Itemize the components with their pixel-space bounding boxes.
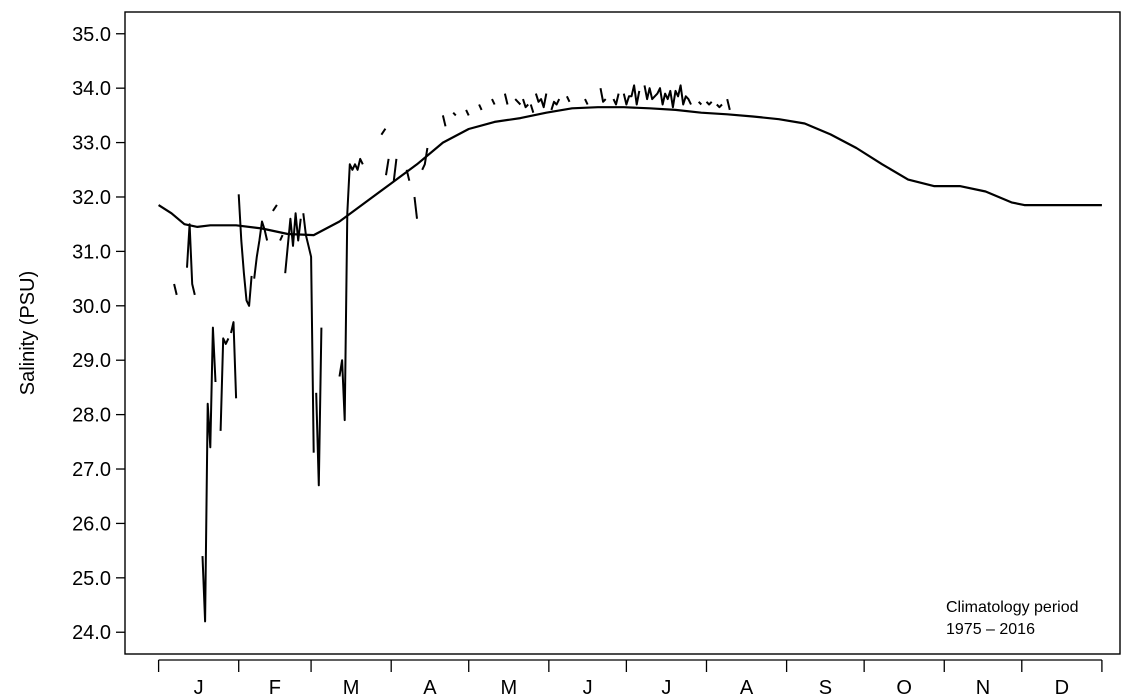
y-tick-label: 31.0	[72, 241, 111, 263]
observation-series	[173, 84, 731, 623]
observation-segment	[413, 196, 418, 219]
observation-segment	[421, 147, 429, 171]
x-tick-label: A	[740, 677, 754, 699]
x-tick-label: O	[896, 677, 912, 699]
y-tick-label: 27.0	[72, 459, 111, 481]
observation-segment	[465, 109, 470, 116]
observation-segment	[392, 158, 398, 181]
observation-segment	[284, 212, 302, 274]
observation-segment	[230, 321, 238, 399]
observation-segment	[491, 98, 496, 105]
x-tick-label: J	[194, 677, 204, 699]
y-tick-label: 29.0	[72, 350, 111, 372]
y-tick-label: 28.0	[72, 405, 111, 427]
observation-segment	[452, 112, 457, 117]
observation-segment	[599, 88, 607, 103]
observation-segment	[385, 158, 390, 176]
x-tick-label: F	[269, 677, 281, 699]
observation-segment	[697, 101, 703, 106]
observation-segment	[643, 84, 692, 109]
observation-segment	[253, 220, 269, 279]
x-tick-label: A	[423, 677, 437, 699]
observation-segment	[612, 93, 620, 106]
observation-segment	[315, 327, 323, 487]
observation-segment	[272, 204, 278, 212]
y-tick-label: 30.0	[72, 296, 111, 318]
observation-segment	[514, 98, 522, 106]
observation-segment	[705, 101, 713, 106]
x-tick-label: N	[976, 677, 990, 699]
climatology-line	[158, 106, 1102, 237]
observation-segment	[201, 326, 217, 623]
y-tick-label: 34.0	[72, 78, 111, 100]
y-axis-title: Salinity (PSU)	[17, 271, 39, 395]
climatology-series	[158, 106, 1102, 237]
y-tick-label: 24.0	[72, 622, 111, 644]
observation-segment	[186, 223, 196, 296]
observation-segment	[503, 93, 509, 105]
observation-segment	[534, 93, 548, 109]
observation-segment	[584, 98, 589, 105]
observation-segment	[565, 95, 571, 103]
observation-segment	[522, 98, 529, 109]
climatology-note-line2: 1975 – 2016	[946, 621, 1035, 638]
climatology-note-line1: Climatology period	[946, 599, 1079, 616]
x-tick-label: J	[583, 677, 593, 699]
x-tick-label: M	[500, 677, 517, 699]
observation-segment	[529, 104, 535, 113]
x-tick-label: M	[343, 677, 360, 699]
observation-segment	[219, 337, 230, 431]
plot-frame	[124, 11, 1121, 655]
observation-segment	[622, 84, 641, 106]
observation-segment	[726, 98, 731, 111]
observation-segment	[478, 104, 483, 111]
observation-segment	[716, 103, 723, 109]
y-tick-label: 33.0	[72, 133, 111, 155]
observation-segment	[302, 213, 315, 453]
x-tick-label: J	[661, 677, 671, 699]
observation-segment	[380, 128, 387, 136]
observation-segment	[338, 157, 364, 422]
observation-segment	[550, 98, 561, 111]
y-tick-label: 32.0	[72, 187, 111, 209]
y-axis: 24.0 25.0 26.0 27.0 28.0 29.0 30.0 31.0 32.0 33.0…	[72, 24, 125, 644]
x-tick-label: S	[819, 677, 832, 699]
observation-segment	[441, 115, 447, 127]
y-tick-label: 26.0	[72, 513, 111, 535]
y-tick-label: 35.0	[72, 24, 111, 46]
observation-segment	[279, 234, 284, 241]
x-tick-label: D	[1055, 677, 1069, 699]
observation-segment	[237, 194, 253, 307]
observation-segment	[173, 283, 178, 296]
y-tick-label: 25.0	[72, 568, 111, 590]
